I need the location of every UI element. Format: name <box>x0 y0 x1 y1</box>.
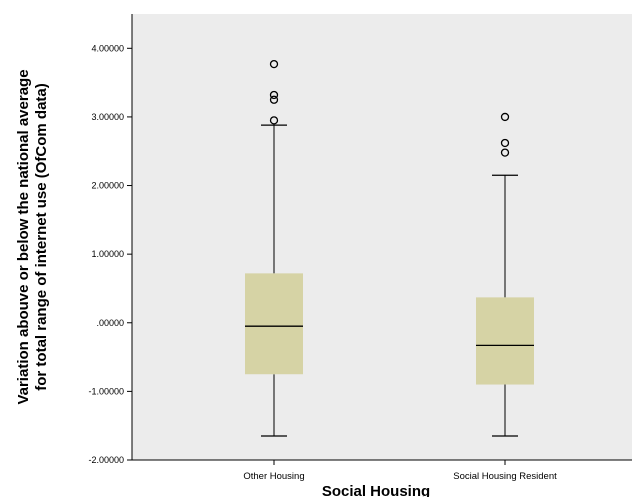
boxes <box>245 59 534 437</box>
y-tick-label: .00000 <box>96 318 124 328</box>
x-axis-ticks: Other Housing Social Housing Resident <box>243 460 557 482</box>
outlier-point <box>500 148 510 157</box>
x-tick-label: Other Housing <box>243 471 304 482</box>
y-axis-title-line2: for total range of internet use (OfCom d… <box>33 83 50 391</box>
y-axis-title: Variation abouve or below the national a… <box>15 69 50 404</box>
x-axis-title: Social Housing <box>322 483 430 497</box>
y-axis-ticks: -2.00000 -1.00000 .00000 1.00000 2.00000 3.00… <box>88 43 132 465</box>
x-tick-label: Social Housing Resident <box>453 471 557 482</box>
box-iqr <box>476 297 534 385</box>
outlier-point <box>269 59 279 69</box>
outlier-point <box>269 90 279 100</box>
outlier-point <box>500 112 510 122</box>
y-tick-label: 4.00000 <box>91 43 124 53</box>
outlier-point <box>269 95 279 104</box>
y-tick-label: 2.00000 <box>91 181 124 191</box>
box-group <box>476 112 534 437</box>
plot-background <box>132 14 632 460</box>
box-group <box>245 59 303 437</box>
y-tick-label: -1.00000 <box>88 386 124 396</box>
outlier-point <box>269 116 279 125</box>
y-tick-label: -2.00000 <box>88 455 124 465</box>
y-axis-title-line1: Variation abouve or below the national a… <box>15 69 32 404</box>
outlier-point <box>500 138 510 148</box>
y-tick-label: 1.00000 <box>91 249 124 259</box>
box-iqr <box>245 273 303 375</box>
y-tick-label: 3.00000 <box>91 112 124 122</box>
